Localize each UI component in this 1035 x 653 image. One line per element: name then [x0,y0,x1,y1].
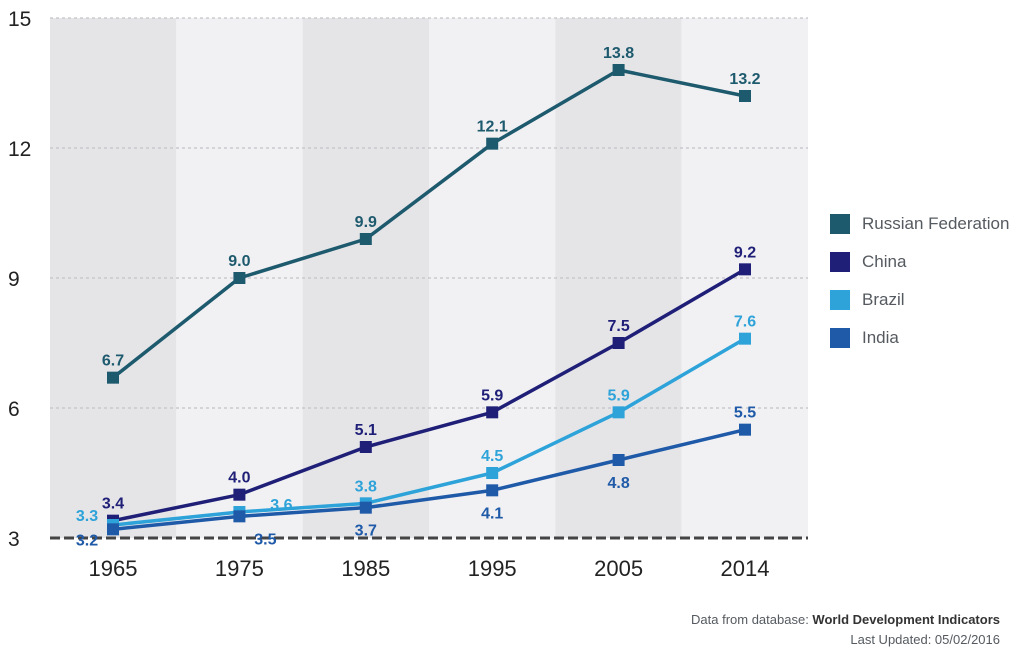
data-point [233,510,246,523]
data-label: 9.9 [355,214,377,231]
data-point [359,441,372,453]
data-label: 12.1 [477,119,508,136]
background-band [681,18,808,538]
data-label: 5.1 [355,422,377,439]
data-point [107,523,119,536]
series-line [112,267,746,523]
data-label: 6.7 [102,353,124,370]
source-database: World Development Indicators [812,612,1000,627]
data-label: 7.6 [734,314,756,331]
data-point [486,406,499,419]
data-label: 4.0 [228,470,250,487]
data-point [739,263,751,276]
data-label: 7.5 [607,318,629,335]
y-tick-label: 6 [8,398,20,421]
data-label: 3.3 [76,508,98,525]
data-label: 13.8 [603,45,634,62]
data-label: 5.5 [734,405,756,422]
data-point [612,64,625,76]
data-point [233,488,246,501]
background-band [50,18,177,538]
legend-label: Brazil [862,290,905,309]
data-point [359,233,372,245]
data-label: 13.2 [729,71,760,88]
data-point [612,406,625,419]
legend-item-china: China [830,243,1009,281]
x-tick-label: 1975 [215,556,264,581]
data-label: 4.1 [481,505,503,522]
legend: Russian Federation China Brazil India [830,205,1009,357]
source-note: Data from database: World Development In… [691,610,1000,650]
data-point [486,137,499,150]
data-label: 3.2 [76,532,98,549]
legend-swatch [830,214,850,234]
y-tick-label: 12 [8,138,31,161]
data-point [612,337,625,349]
data-point [233,272,246,284]
data-label: 3.7 [355,523,377,540]
x-tick-label: 1965 [89,556,138,581]
data-point [739,423,751,436]
data-label: 3.8 [355,478,377,495]
y-tick-label: 3 [8,528,20,551]
x-tick-label: 2005 [594,556,643,581]
data-label: 4.5 [481,448,503,465]
data-point [739,332,751,345]
x-tick-label: 1995 [468,556,517,581]
data-label: 3.6 [270,497,292,514]
data-point [486,484,499,497]
data-point [739,90,751,102]
y-tick-label: 15 [8,8,31,31]
data-label: 5.9 [607,387,629,404]
data-label: 3.5 [254,531,276,548]
legend-label: Russian Federation [862,214,1010,233]
data-label: 4.8 [607,475,629,492]
series-line [112,427,746,532]
source-prefix: Data from database: [691,612,813,627]
legend-swatch [830,328,850,348]
line-chart: 3 6 9 12 15 1965 1975 1985 1995 2005 2014 6.7 9.0 9.9… [8,8,808,581]
source-line: Data from database: World Development In… [691,610,1000,630]
series-line [111,68,746,380]
legend-swatch [830,290,850,310]
x-tick-label: 2014 [721,556,770,581]
data-label: 3.4 [102,496,124,513]
series-line [112,337,746,527]
data-label: 9.0 [228,253,250,270]
last-updated: Last Updated: 05/02/2016 [850,632,1000,647]
y-tick-label: 9 [8,268,20,291]
legend-swatch [830,252,850,272]
legend-item-brazil: Brazil [830,281,1009,319]
legend-label: China [862,252,907,271]
data-point [359,501,372,514]
legend-item-india: India [830,319,1009,357]
legend-label: India [862,328,899,347]
data-label: 9.2 [734,244,756,261]
data-point [107,371,119,384]
data-label: 5.9 [481,387,503,404]
legend-item-russian-federation: Russian Federation [830,205,1009,243]
x-tick-label: 1985 [341,556,390,581]
data-point [612,454,625,466]
data-point [486,467,499,479]
